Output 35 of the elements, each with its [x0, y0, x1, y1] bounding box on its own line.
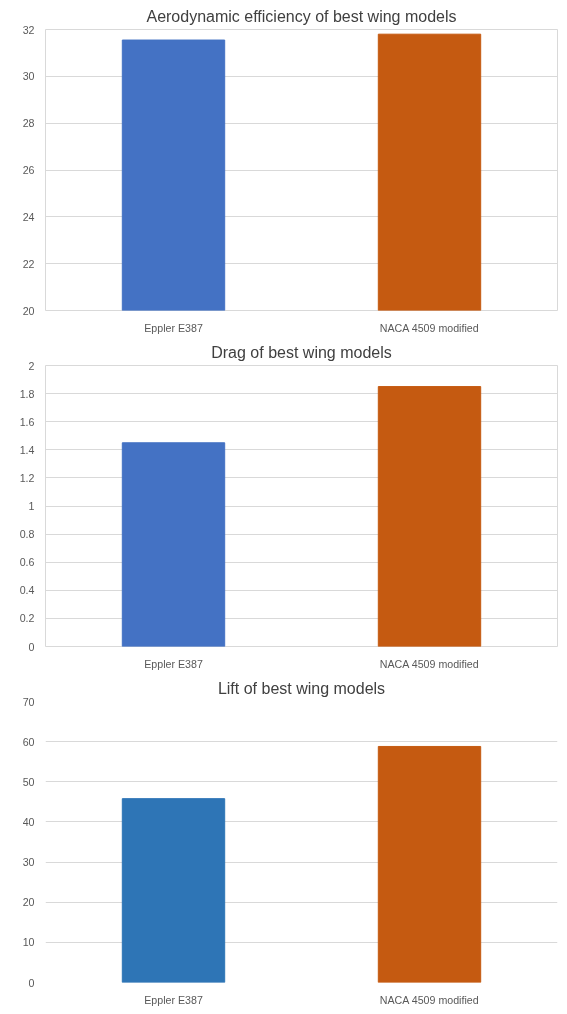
y-tick-label: 0.8 [19, 528, 35, 541]
x-tick-label: Eppler E387 [144, 657, 203, 670]
x-tick-label: NACA 4509 modified [379, 321, 479, 334]
y-tick-label: 50 [22, 775, 35, 788]
y-tick-label: 40 [22, 815, 35, 828]
y-tick-label: 20 [22, 896, 35, 909]
y-tick-label: 70 [22, 695, 35, 708]
chart-title: Lift of best wing models [217, 679, 386, 697]
y-tick-label: 60 [22, 735, 35, 748]
x-tick-label: NACA 4509 modified [379, 993, 479, 1006]
y-tick-label: 32 [22, 23, 35, 36]
x-tick-label: Eppler E387 [144, 321, 203, 334]
y-tick-label: 1.4 [19, 443, 35, 456]
y-tick-label: 0 [28, 640, 35, 653]
y-tick-label: 1.6 [19, 415, 35, 428]
y-tick-label: 26 [22, 164, 35, 176]
y-tick-label: 0.2 [19, 612, 35, 625]
chart-title: Drag of best wing models [211, 343, 392, 361]
y-tick-label: 1.2 [19, 471, 35, 484]
y-tick-label: 10 [22, 936, 35, 949]
y-tick-label: 0 [28, 976, 35, 989]
x-tick-label: NACA 4509 modified [379, 657, 479, 670]
y-tick-label: 20 [22, 304, 35, 317]
y-tick-label: 30 [22, 856, 35, 869]
y-tick-label: 0.6 [19, 556, 35, 569]
chart-title: Aerodynamic efficiency of best wing models [146, 7, 457, 25]
x-tick-label: Eppler E387 [144, 993, 203, 1006]
y-tick-label: 1.8 [19, 387, 35, 400]
y-tick-label: 0.4 [19, 584, 35, 597]
y-tick-label: 2 [28, 359, 35, 372]
y-tick-label: 22 [22, 257, 35, 270]
y-tick-label: 24 [22, 210, 35, 223]
y-tick-label: 28 [22, 117, 35, 130]
y-tick-label: 30 [22, 70, 35, 83]
y-tick-label: 1 [28, 500, 35, 512]
